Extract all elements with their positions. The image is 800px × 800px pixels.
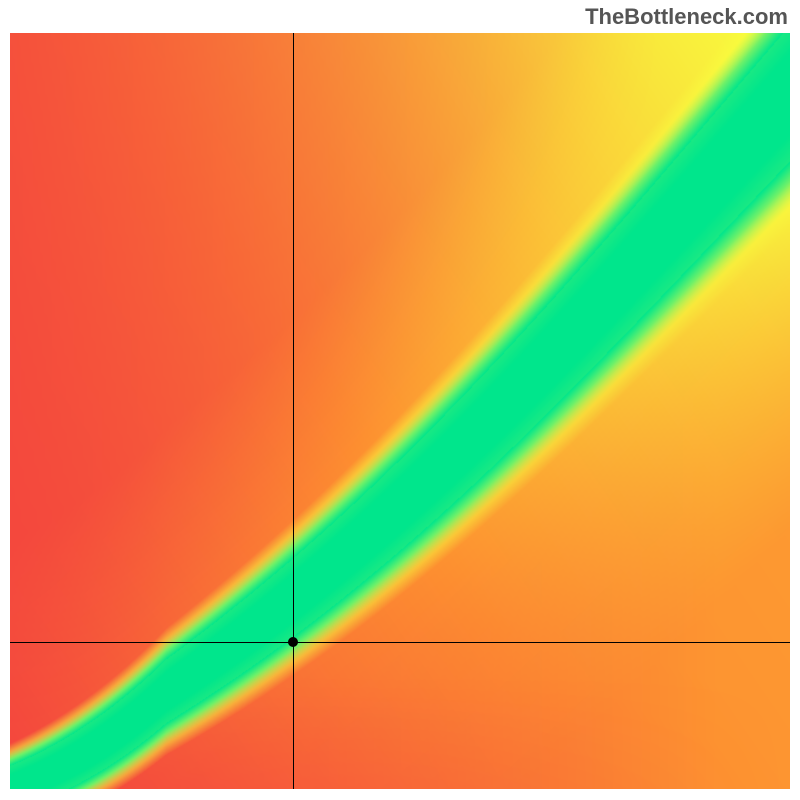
heatmap-canvas — [10, 33, 790, 789]
marker-dot — [288, 637, 298, 647]
bottleneck-heatmap — [10, 33, 790, 789]
watermark-text: TheBottleneck.com — [585, 4, 788, 30]
crosshair-vertical — [293, 33, 294, 789]
crosshair-horizontal — [10, 642, 790, 643]
